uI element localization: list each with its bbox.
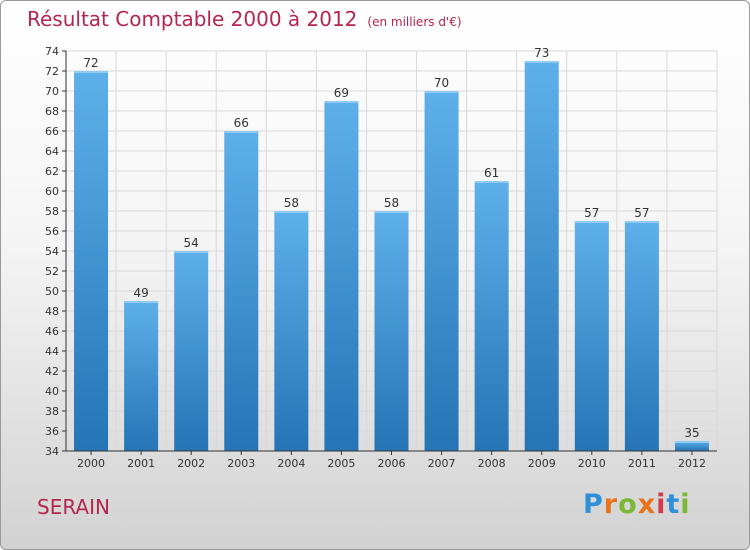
bar <box>274 211 308 451</box>
bars <box>74 61 709 451</box>
bar-highlight <box>575 221 609 223</box>
y-tick-label: 66 <box>45 125 59 138</box>
data-label: 58 <box>284 196 299 210</box>
y-tick-label: 36 <box>45 425 59 438</box>
logo-letter: t <box>666 489 680 520</box>
data-label: 69 <box>334 86 349 100</box>
bar <box>324 101 358 451</box>
logo-letter: r <box>604 489 618 520</box>
bar <box>74 71 108 451</box>
bar-chart: 34 36 38 40 42 44 46 48 50 52 54 56 58 60 62 64 66 68 70 72… <box>1 1 749 549</box>
data-label: 70 <box>434 76 449 90</box>
y-tick-label: 72 <box>45 65 59 78</box>
bar-highlight <box>274 211 308 213</box>
y-tick-label: 38 <box>45 405 59 418</box>
y-tick-label: 60 <box>45 185 59 198</box>
data-label: 35 <box>684 426 699 440</box>
y-tick-label: 48 <box>45 305 59 318</box>
y-tick-label: 68 <box>45 105 59 118</box>
bar <box>475 181 509 451</box>
bar-highlight <box>375 211 409 213</box>
x-tick-label: 2008 <box>478 457 506 470</box>
bar <box>525 61 559 451</box>
x-tick-label: 2006 <box>378 457 406 470</box>
data-label: 57 <box>584 206 599 220</box>
y-tick-label: 74 <box>45 45 59 58</box>
bar-highlight <box>475 181 509 183</box>
bar-highlight <box>74 71 108 73</box>
commune-name: SERAIN <box>37 495 110 519</box>
x-tick-label: 2004 <box>277 457 305 470</box>
logo-letter: i <box>680 489 690 520</box>
x-tick-label: 2005 <box>327 457 355 470</box>
bar <box>625 221 659 451</box>
y-tick-label: 62 <box>45 165 59 178</box>
logo-letter: x <box>638 489 656 520</box>
logo-letter: P <box>583 489 604 520</box>
data-label: 66 <box>234 116 249 130</box>
data-label: 49 <box>133 286 148 300</box>
y-tick-label: 40 <box>45 385 59 398</box>
data-label: 58 <box>384 196 399 210</box>
x-tick-label: 2002 <box>177 457 205 470</box>
bar <box>174 251 208 451</box>
y-tick-label: 70 <box>45 85 59 98</box>
logo-letter: i <box>656 489 666 520</box>
x-tick-label: 2000 <box>77 457 105 470</box>
x-tick-label: 2010 <box>578 457 606 470</box>
logo-letter: o <box>618 489 638 520</box>
bar <box>224 131 258 451</box>
y-tick-label: 54 <box>45 245 59 258</box>
data-label: 72 <box>83 56 98 70</box>
bar-highlight <box>425 91 459 93</box>
bar <box>375 211 409 451</box>
data-label: 57 <box>634 206 649 220</box>
bar-highlight <box>174 251 208 253</box>
data-label: 73 <box>534 46 549 60</box>
y-tick-label: 52 <box>45 265 59 278</box>
bar-highlight <box>525 61 559 63</box>
bar <box>575 221 609 451</box>
x-tick-label: 2009 <box>528 457 556 470</box>
y-tick-label: 42 <box>45 365 59 378</box>
bar-highlight <box>625 221 659 223</box>
y-tick-label: 56 <box>45 225 59 238</box>
y-tick-label: 58 <box>45 205 59 218</box>
chart-frame: Résultat Comptable 2000 à 2012 (en millie… <box>0 0 750 550</box>
bar <box>124 301 158 451</box>
y-tick-label: 34 <box>45 445 59 458</box>
bar-highlight <box>124 301 158 303</box>
x-tick-label: 2007 <box>428 457 456 470</box>
x-tick-label: 2011 <box>628 457 656 470</box>
data-label: 54 <box>184 236 199 250</box>
proxiti-logo[interactable]: Proxiti <box>583 489 691 520</box>
x-tick-label: 2003 <box>227 457 255 470</box>
data-label: 61 <box>484 166 499 180</box>
x-tick-label: 2012 <box>678 457 706 470</box>
y-tick-label: 46 <box>45 325 59 338</box>
bar-highlight <box>324 101 358 103</box>
bar-highlight <box>675 441 709 443</box>
x-tick-label: 2001 <box>127 457 155 470</box>
y-tick-label: 64 <box>45 145 59 158</box>
bar-highlight <box>224 131 258 133</box>
bar <box>425 91 459 451</box>
y-tick-label: 50 <box>45 285 59 298</box>
y-tick-label: 44 <box>45 345 59 358</box>
